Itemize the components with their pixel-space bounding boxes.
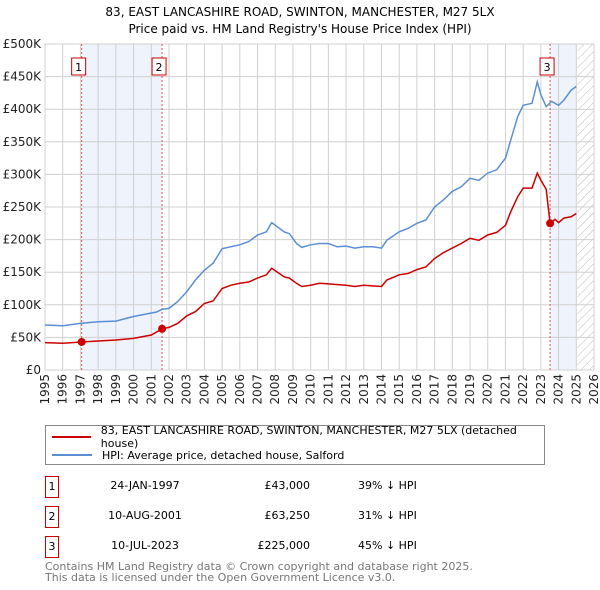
transaction-row: 1 24-JAN-1997 £43,000 39% ↓ HPI bbox=[45, 476, 445, 498]
transaction-hpi: 45% ↓ HPI bbox=[358, 539, 417, 552]
sale-label-box bbox=[71, 57, 87, 76]
transaction-hpi: 39% ↓ HPI bbox=[358, 479, 417, 492]
chart-subtitle: Price paid vs. HM Land Registry's House … bbox=[128, 22, 471, 36]
chart-title: 83, EAST LANCASHIRE ROAD, SWINTON, MANCH… bbox=[105, 5, 494, 19]
x-tick-label: 2010 bbox=[304, 374, 318, 405]
footer: Contains HM Land Registry data © Crown c… bbox=[45, 561, 473, 583]
x-tick-label: 2008 bbox=[268, 374, 282, 405]
x-tick-label: 2021 bbox=[498, 374, 512, 405]
x-tick-label: 1999 bbox=[109, 374, 123, 405]
x-tick-label: 1996 bbox=[56, 374, 70, 405]
x-tick-label: 2025 bbox=[569, 374, 583, 405]
legend-label: HPI: Average price, detached house, Salf… bbox=[102, 448, 345, 462]
x-tick-label: 2026 bbox=[587, 374, 600, 405]
y-tick-label: £400K bbox=[3, 102, 43, 116]
x-tick-label: 2004 bbox=[197, 374, 211, 405]
x-tick-label: 1995 bbox=[38, 374, 52, 405]
x-tick-label: 2017 bbox=[428, 374, 442, 405]
y-tick-label: £100K bbox=[3, 298, 43, 312]
x-tick-label: 2013 bbox=[357, 374, 371, 405]
sale-label-box bbox=[151, 57, 167, 76]
legend-item-property: 83, EAST LANCASHIRE ROAD, SWINTON, MANCH… bbox=[46, 424, 544, 450]
x-tick-label: 2007 bbox=[251, 374, 265, 405]
y-tick-label: £450K bbox=[3, 70, 43, 84]
transaction-hpi: 31% ↓ HPI bbox=[358, 509, 417, 522]
footer-licence: This data is licensed under the Open Gov… bbox=[45, 571, 396, 584]
transaction-date: 10-JUL-2023 bbox=[111, 539, 179, 552]
x-tick-label: 2020 bbox=[481, 374, 495, 405]
legend-label: 83, EAST LANCASHIRE ROAD, SWINTON, MANCH… bbox=[100, 424, 517, 450]
transaction-row: 3 10-JUL-2023 £225,000 45% ↓ HPI bbox=[45, 536, 445, 558]
transaction-number: 2 bbox=[45, 506, 59, 528]
transaction-price: £225,000 bbox=[257, 539, 311, 552]
hpi-line bbox=[44, 78, 577, 327]
footer-copyright: Contains HM Land Registry data © Crown c… bbox=[45, 560, 473, 573]
x-tick-label: 2011 bbox=[321, 374, 335, 405]
sale-point bbox=[546, 219, 555, 228]
x-tick-label: 2003 bbox=[180, 374, 194, 405]
x-tick-label: 2016 bbox=[410, 374, 424, 405]
y-tick-label: £300K bbox=[3, 167, 43, 181]
transaction-price: £63,250 bbox=[264, 509, 311, 522]
x-tick-label: 1997 bbox=[73, 374, 87, 405]
legend-item-hpi: HPI: Average price, detached house, Salf… bbox=[46, 446, 344, 464]
y-tick-label: £350K bbox=[3, 135, 43, 149]
y-tick-label: £200K bbox=[3, 233, 43, 247]
sale-label-box bbox=[539, 57, 555, 76]
x-tick-label: 2009 bbox=[286, 374, 300, 405]
sale-label: 2 bbox=[156, 61, 163, 74]
transaction-number: 1 bbox=[45, 476, 59, 498]
transaction-date: 24-JAN-1997 bbox=[110, 479, 180, 492]
x-tick-label: 2005 bbox=[215, 374, 229, 405]
y-tick-label: £250K bbox=[3, 200, 43, 214]
x-tick-label: 2019 bbox=[463, 374, 477, 405]
sale-point bbox=[158, 324, 167, 333]
transaction-price: £43,000 bbox=[264, 479, 311, 492]
price-chart: 83, EAST LANCASHIRE ROAD, SWINTON, MANCH… bbox=[3, 5, 600, 405]
x-tick-label: 2012 bbox=[339, 374, 353, 405]
x-tick-label: 2001 bbox=[144, 374, 158, 405]
x-tick-label: 2002 bbox=[162, 374, 176, 405]
x-tick-label: 2022 bbox=[516, 374, 530, 405]
transaction-number: 3 bbox=[45, 536, 59, 558]
legend: 83, EAST LANCASHIRE ROAD, SWINTON, MANCH… bbox=[45, 424, 545, 465]
sale-label: 1 bbox=[75, 61, 82, 74]
y-tick-label: £0 bbox=[26, 363, 41, 377]
property-price-line bbox=[44, 171, 577, 345]
sale-point bbox=[77, 337, 86, 346]
x-tick-label: 2014 bbox=[374, 374, 388, 405]
x-tick-label: 2000 bbox=[127, 374, 141, 405]
x-tick-label: 1998 bbox=[91, 374, 105, 405]
x-tick-label: 2015 bbox=[392, 374, 406, 405]
y-tick-label: £500K bbox=[3, 37, 43, 51]
transaction-date: 10-AUG-2001 bbox=[108, 509, 182, 522]
legend-swatch-red bbox=[52, 436, 91, 438]
y-tick-label: £150K bbox=[3, 265, 43, 279]
y-tick-label: £50K bbox=[10, 330, 42, 344]
x-tick-label: 2023 bbox=[534, 374, 548, 405]
x-tick-label: 2024 bbox=[552, 374, 566, 405]
transaction-row: 2 10-AUG-2001 £63,250 31% ↓ HPI bbox=[45, 506, 445, 528]
sale-label: 3 bbox=[544, 61, 551, 74]
x-tick-label: 2018 bbox=[445, 374, 459, 405]
legend-swatch-blue bbox=[52, 454, 92, 456]
x-tick-label: 2006 bbox=[233, 374, 247, 405]
